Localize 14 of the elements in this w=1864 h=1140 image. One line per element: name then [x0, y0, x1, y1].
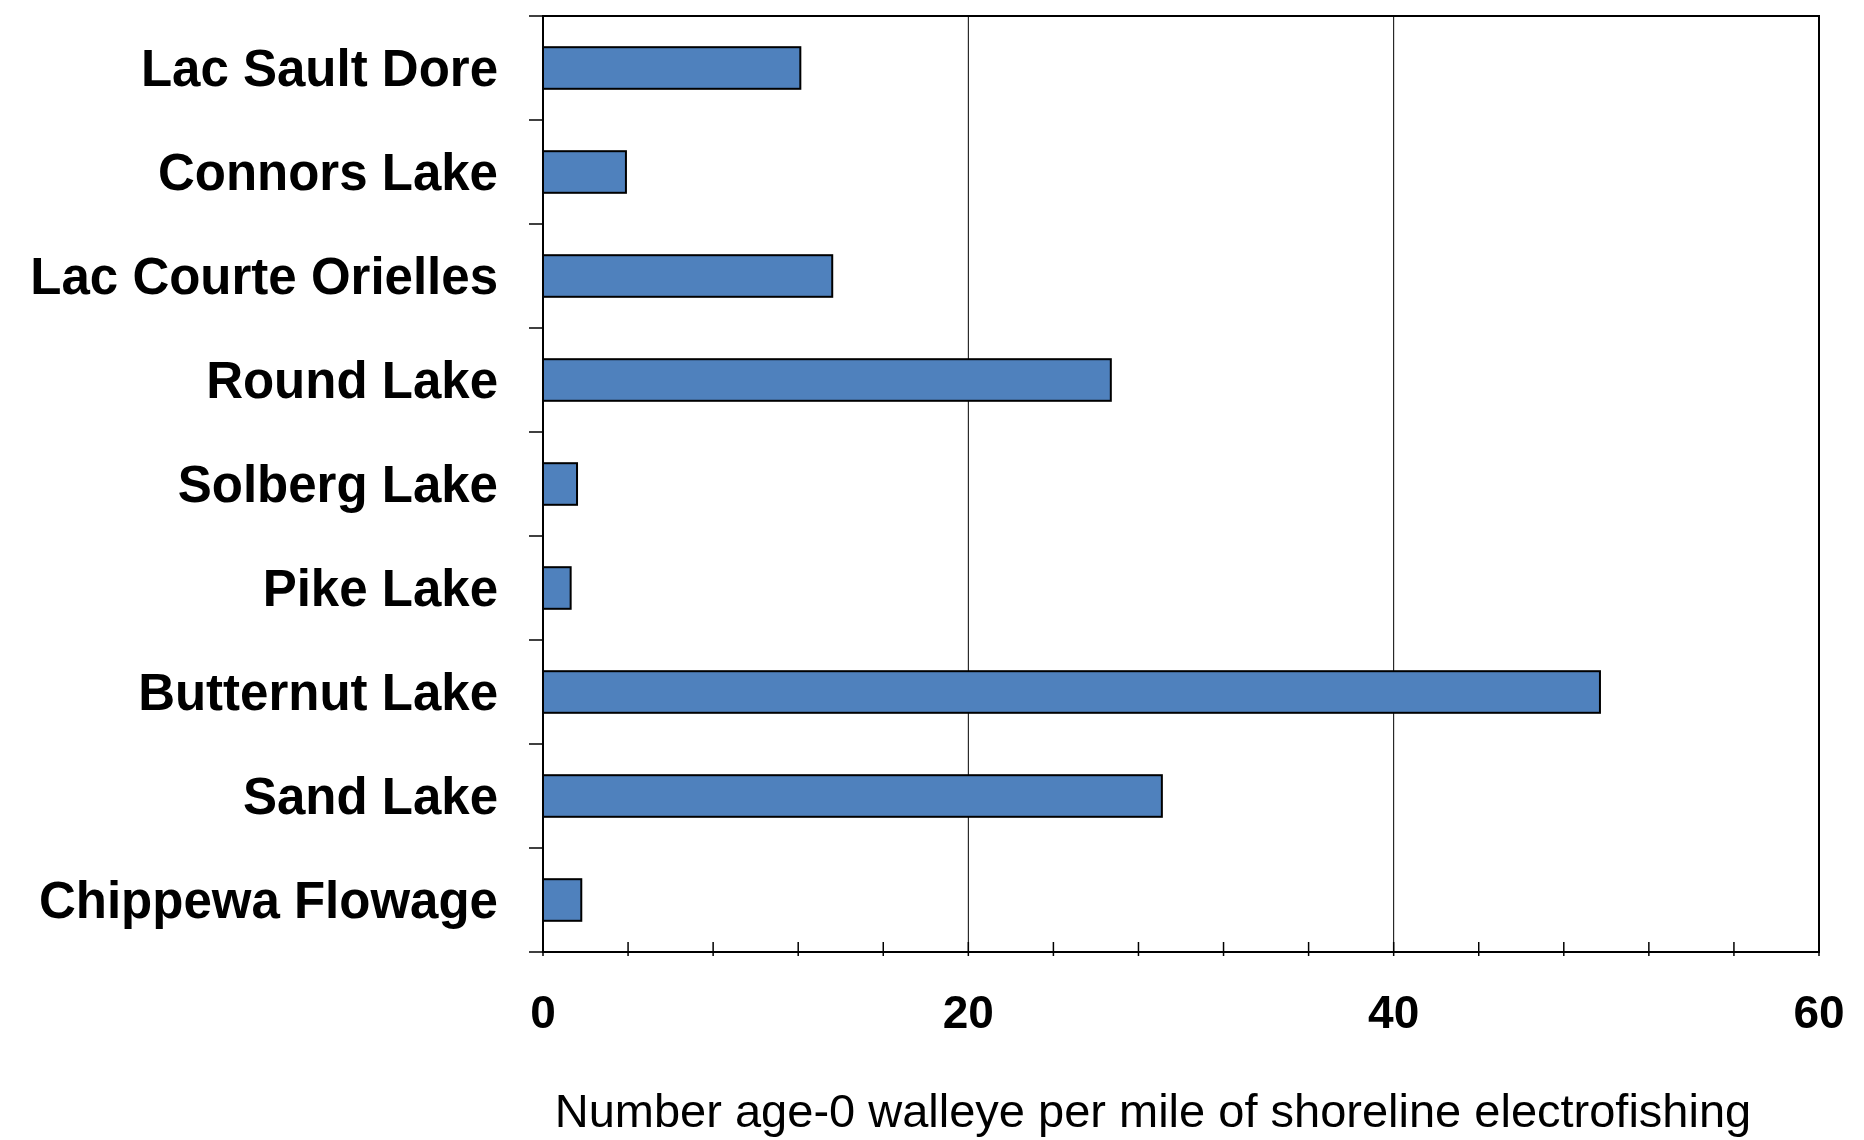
y-tick-label: Lac Courte Orielles: [30, 247, 498, 305]
x-tick-label: 60: [1793, 986, 1845, 1038]
y-tick-label: Lac Sault Dore: [140, 39, 498, 97]
y-tick-label: Round Lake: [206, 351, 498, 409]
y-tick-label: Chippewa Flowage: [38, 871, 498, 929]
y-tick-label: Solberg Lake: [177, 455, 498, 513]
x-tick-label: 40: [1368, 986, 1420, 1038]
y-tick-label: Butternut Lake: [138, 663, 498, 721]
y-tick-label: Connors Lake: [157, 143, 498, 201]
y-tick-label: Sand Lake: [242, 767, 498, 825]
x-axis-title: Number age-0 walleye per mile of shoreline electrofishing: [554, 1084, 1752, 1137]
x-tick-label: 0: [530, 986, 556, 1038]
y-tick-label: Pike Lake: [262, 559, 498, 617]
x-tick-label: 20: [942, 986, 994, 1038]
